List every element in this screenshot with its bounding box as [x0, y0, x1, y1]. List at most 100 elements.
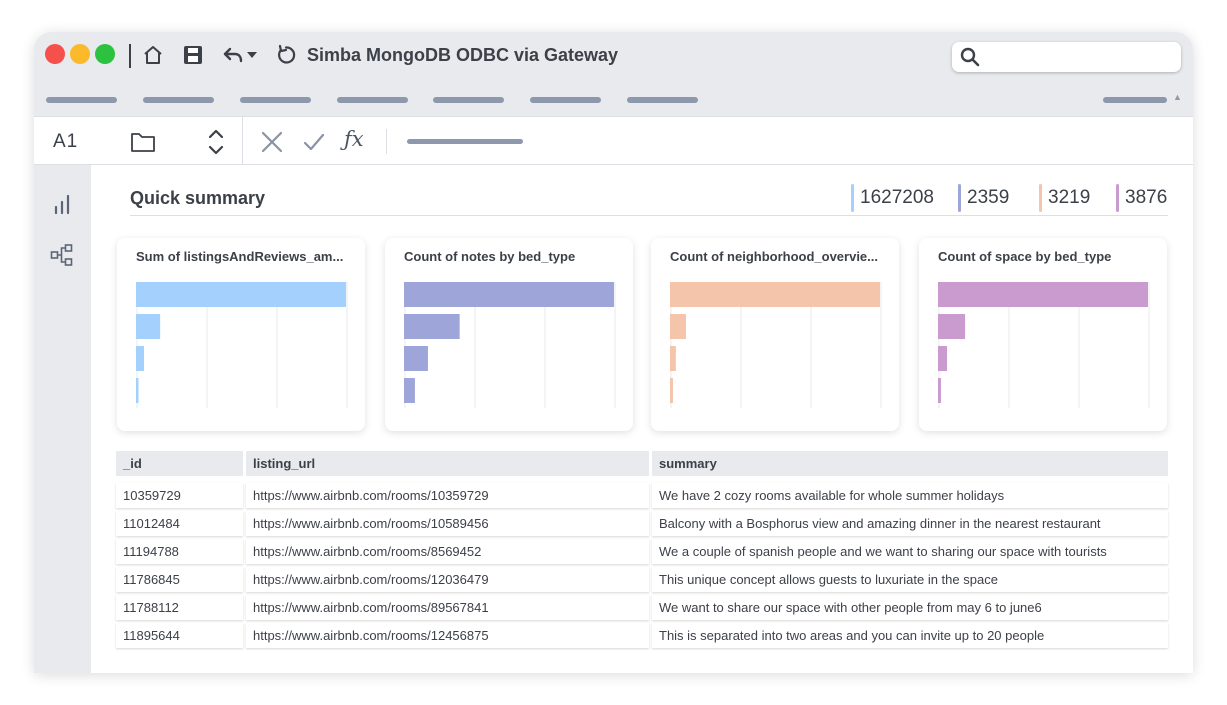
- search-icon: [960, 47, 980, 72]
- chart-bar[interactable]: [938, 378, 941, 403]
- column-header-summary[interactable]: summary: [652, 451, 1168, 476]
- column-header-id[interactable]: _id: [116, 451, 243, 476]
- formula-bar-divider: [242, 117, 243, 166]
- cell-id[interactable]: 11194788: [116, 539, 243, 564]
- confirm-check-icon[interactable]: [302, 130, 326, 154]
- hierarchy-icon[interactable]: [50, 243, 74, 272]
- toolbar-divider: [129, 44, 131, 68]
- formula-bar: A1 ƒx: [34, 116, 1193, 166]
- menu-item-3[interactable]: [240, 97, 311, 103]
- cancel-icon[interactable]: [260, 130, 284, 154]
- sidebar: [34, 165, 91, 673]
- table-header-row: _id listing_url summary: [116, 451, 1168, 476]
- cell-id[interactable]: 10359729: [116, 483, 243, 508]
- summary-title: Quick summary: [130, 188, 266, 208]
- summary-stat-3: 3219: [1039, 184, 1090, 212]
- main-content: Quick summary 1627208 2359 3219 3876 Sum…: [91, 165, 1193, 673]
- menu-item-4[interactable]: [337, 97, 408, 103]
- search-input[interactable]: [986, 46, 1171, 68]
- table-row[interactable]: 11012484 https://www.airbnb.com/rooms/10…: [116, 511, 1168, 536]
- minimize-window-button[interactable]: [70, 44, 90, 64]
- cell-summary[interactable]: This is separated into two areas and you…: [652, 623, 1168, 648]
- cell-summary[interactable]: Balcony with a Bosphorus view and amazin…: [652, 511, 1168, 536]
- menu-item-1[interactable]: [46, 97, 117, 103]
- maximize-window-button[interactable]: [95, 44, 115, 64]
- summary-stat-2: 2359: [958, 184, 1009, 212]
- undo-dropdown-caret-icon[interactable]: [246, 41, 258, 69]
- column-header-listing-url[interactable]: listing_url: [246, 451, 649, 476]
- chart-card-1[interactable]: Sum of listingsAndReviews_am...: [117, 238, 365, 431]
- cell-reference[interactable]: A1: [53, 131, 79, 152]
- save-icon[interactable]: [181, 41, 205, 69]
- chart-bar[interactable]: [136, 314, 161, 339]
- table-row[interactable]: 11194788 https://www.airbnb.com/rooms/85…: [116, 539, 1168, 564]
- chart-bar[interactable]: [404, 378, 415, 403]
- cell-id[interactable]: 11012484: [116, 511, 243, 536]
- chart-title: Count of neighborhood_overvie...: [670, 249, 878, 264]
- chart-bar[interactable]: [404, 282, 614, 307]
- menu-item-7[interactable]: [627, 97, 698, 103]
- chart-bar[interactable]: [136, 346, 144, 371]
- menu-item-right[interactable]: [1103, 97, 1167, 103]
- summary-divider: [130, 215, 1168, 216]
- cell-listing-url[interactable]: https://www.airbnb.com/rooms/10589456: [246, 511, 649, 536]
- chart-bar[interactable]: [136, 282, 346, 307]
- cell-summary[interactable]: We a couple of spanish people and we wan…: [652, 539, 1168, 564]
- collapse-ribbon-caret-icon[interactable]: ▲: [1173, 92, 1182, 102]
- chart-bar[interactable]: [404, 346, 428, 371]
- up-down-stepper-icon[interactable]: [206, 127, 226, 157]
- cell-id[interactable]: 11786845: [116, 567, 243, 592]
- stat-color-bar: [958, 184, 961, 212]
- menu-item-6[interactable]: [530, 97, 601, 103]
- chart-bar[interactable]: [670, 314, 686, 339]
- refresh-icon[interactable]: [274, 41, 298, 69]
- app-window: Simba MongoDB ODBC via Gateway ▲ A1: [34, 32, 1193, 673]
- chart-bar[interactable]: [938, 282, 1148, 307]
- cell-listing-url[interactable]: https://www.airbnb.com/rooms/12456875: [246, 623, 649, 648]
- home-icon[interactable]: [141, 41, 165, 69]
- table-row[interactable]: 11786845 https://www.airbnb.com/rooms/12…: [116, 567, 1168, 592]
- cell-summary[interactable]: This unique concept allows guests to lux…: [652, 567, 1168, 592]
- search-box[interactable]: [952, 42, 1181, 72]
- formula-bar-divider-2: [386, 129, 387, 154]
- bar-chart-1: [136, 282, 348, 408]
- table-row[interactable]: 10359729 https://www.airbnb.com/rooms/10…: [116, 483, 1168, 508]
- menu-item-5[interactable]: [433, 97, 504, 103]
- cell-listing-url[interactable]: https://www.airbnb.com/rooms/8569452: [246, 539, 649, 564]
- chart-bar[interactable]: [938, 314, 966, 339]
- chart-title: Count of notes by bed_type: [404, 249, 576, 264]
- chart-bar[interactable]: [670, 346, 676, 371]
- function-icon[interactable]: ƒx: [344, 127, 364, 151]
- menu-bar: ▲: [34, 80, 1193, 116]
- close-window-button[interactable]: [45, 44, 65, 64]
- cell-id[interactable]: 11895644: [116, 623, 243, 648]
- chart-card-2[interactable]: Count of notes by bed_type: [385, 238, 633, 431]
- chart-bar[interactable]: [938, 346, 948, 371]
- chart-card-4[interactable]: Count of space by bed_type: [919, 238, 1167, 431]
- table-row[interactable]: 11895644 https://www.airbnb.com/rooms/12…: [116, 623, 1168, 648]
- menu-item-2[interactable]: [143, 97, 214, 103]
- cell-summary[interactable]: We want to share our space with other pe…: [652, 595, 1168, 620]
- undo-icon[interactable]: [221, 41, 245, 69]
- cell-summary[interactable]: We have 2 cozy rooms available for whole…: [652, 483, 1168, 508]
- chart-title: Count of space by bed_type: [938, 249, 1112, 264]
- chart-bar[interactable]: [404, 314, 460, 339]
- cell-id[interactable]: 11788112: [116, 595, 243, 620]
- chart-bar[interactable]: [670, 378, 673, 403]
- cell-listing-url[interactable]: https://www.airbnb.com/rooms/10359729: [246, 483, 649, 508]
- bar-chart-3: [670, 282, 882, 408]
- chart-bar[interactable]: [670, 282, 880, 307]
- stat-color-bar: [1116, 184, 1119, 212]
- summary-stat-4: 3876: [1116, 184, 1167, 212]
- folder-icon[interactable]: [130, 129, 156, 155]
- stat-color-bar: [1039, 184, 1042, 212]
- cell-listing-url[interactable]: https://www.airbnb.com/rooms/89567841: [246, 595, 649, 620]
- chart-card-3[interactable]: Count of neighborhood_overvie...: [651, 238, 899, 431]
- bar-chart-icon[interactable]: [50, 193, 74, 222]
- summary-stat-1: 1627208: [851, 184, 934, 212]
- chart-bar[interactable]: [136, 378, 139, 403]
- title-bar: Simba MongoDB ODBC via Gateway: [34, 32, 1193, 80]
- cell-listing-url[interactable]: https://www.airbnb.com/rooms/12036479: [246, 567, 649, 592]
- formula-input[interactable]: [407, 139, 523, 144]
- table-row[interactable]: 11788112 https://www.airbnb.com/rooms/89…: [116, 595, 1168, 620]
